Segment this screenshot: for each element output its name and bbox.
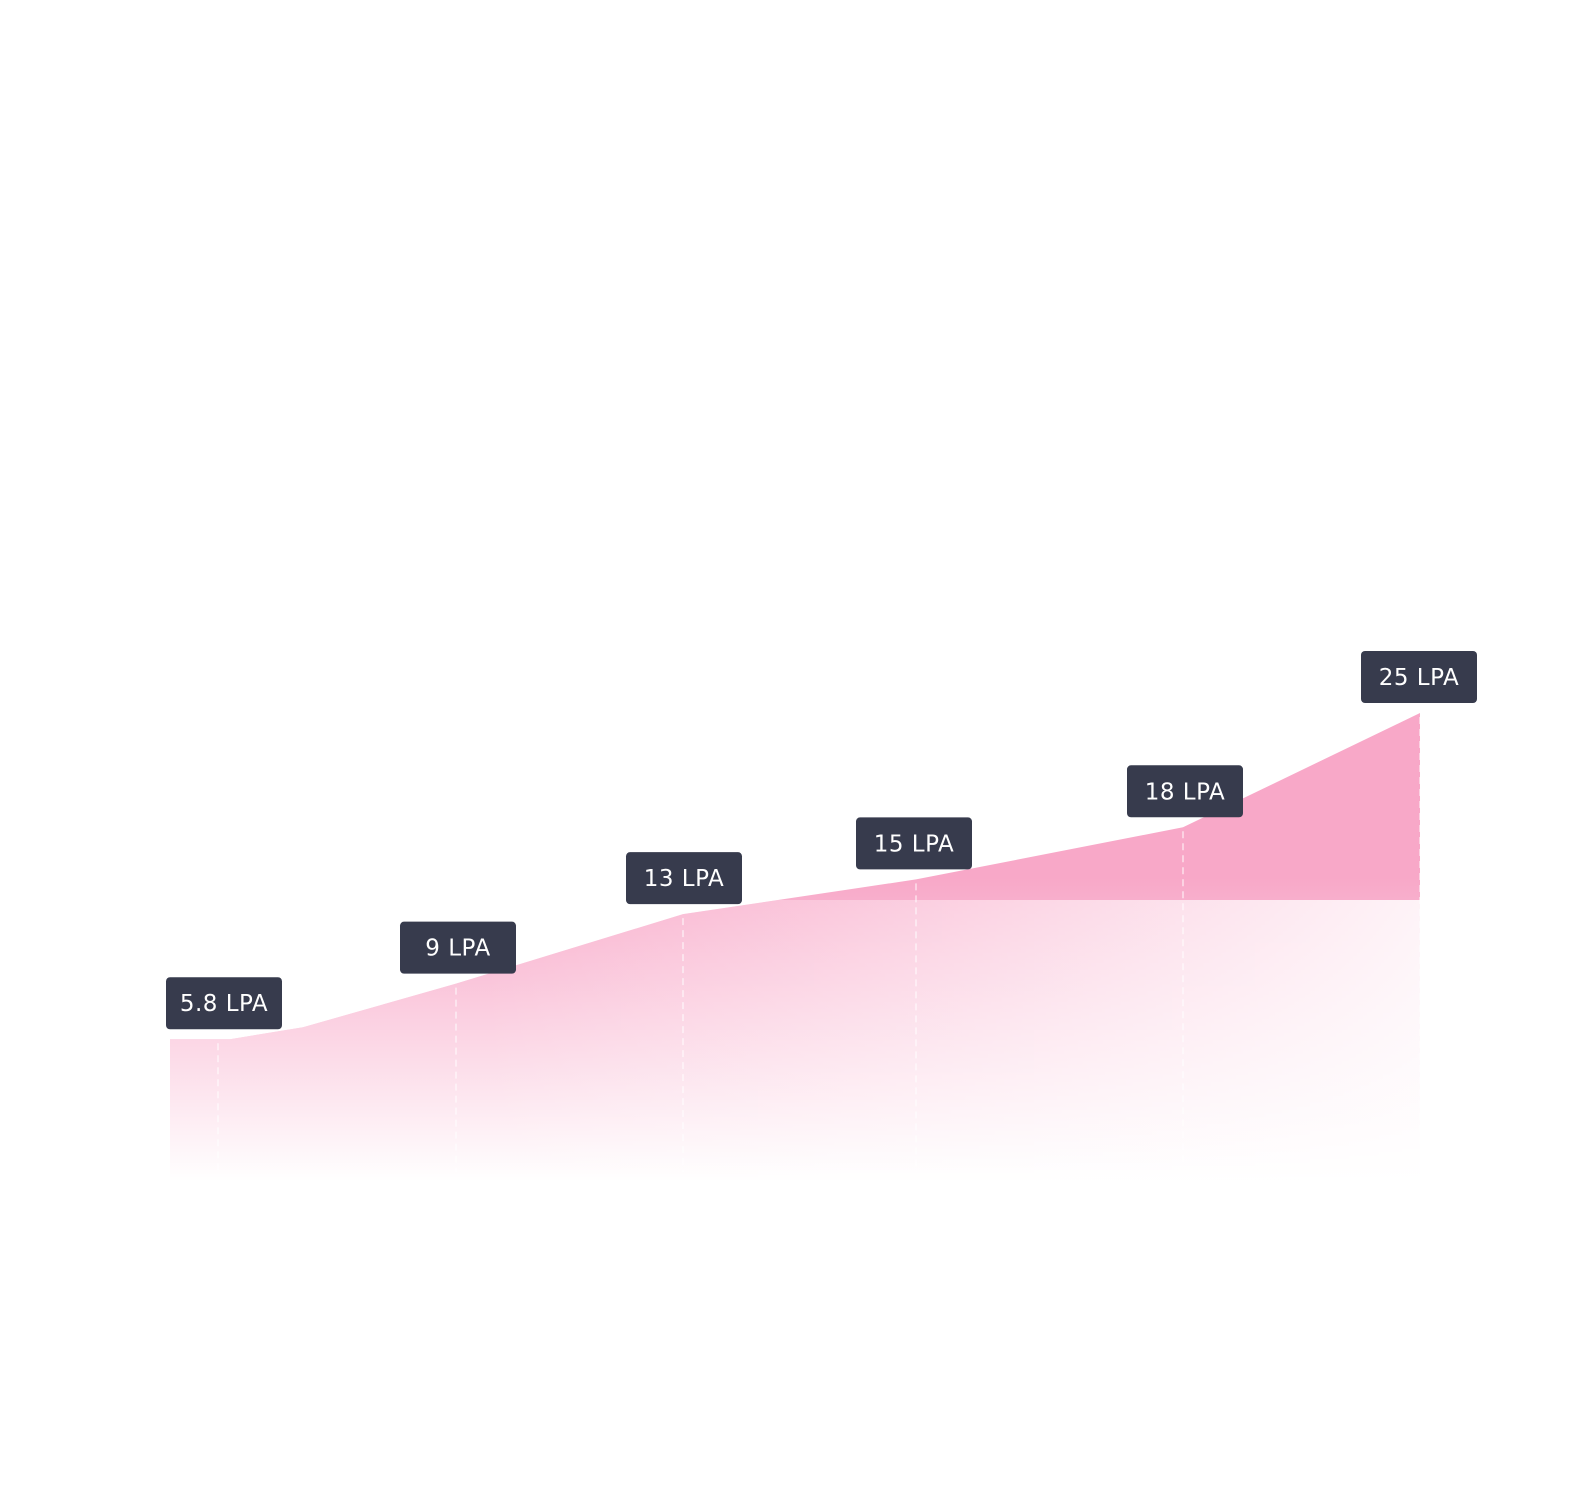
value-label-2: 13 LPA bbox=[626, 852, 742, 905]
value-label-0: 5.8 LPA bbox=[166, 977, 282, 1030]
value-label-3: 15 LPA bbox=[856, 817, 972, 870]
value-label-text-0: 5.8 LPA bbox=[180, 991, 268, 1017]
value-label-box-4 bbox=[1127, 765, 1243, 818]
value-label-text-3: 15 LPA bbox=[874, 831, 955, 857]
value-label-box-3 bbox=[856, 817, 972, 870]
value-label-4: 18 LPA bbox=[1127, 765, 1243, 818]
value-label-box-5 bbox=[1361, 651, 1477, 703]
value-label-text-4: 18 LPA bbox=[1145, 779, 1226, 805]
value-label-1: 9 LPA bbox=[400, 921, 516, 974]
value-label-box-0 bbox=[166, 977, 282, 1030]
value-label-text-2: 13 LPA bbox=[644, 866, 725, 892]
value-label-text-1: 9 LPA bbox=[425, 936, 490, 962]
value-label-box-1 bbox=[400, 921, 516, 974]
guide-lines bbox=[217, 717, 1421, 1172]
value-labels: 5.8 LPA 9 LPA 13 LPA 15 LPA 18 LPA 25 LPA bbox=[166, 651, 1477, 1030]
value-label-box-2 bbox=[626, 852, 742, 905]
value-label-text-5: 25 LPA bbox=[1379, 665, 1460, 691]
value-label-5: 25 LPA bbox=[1361, 651, 1477, 703]
area-fade-horizontal bbox=[170, 900, 1420, 1180]
